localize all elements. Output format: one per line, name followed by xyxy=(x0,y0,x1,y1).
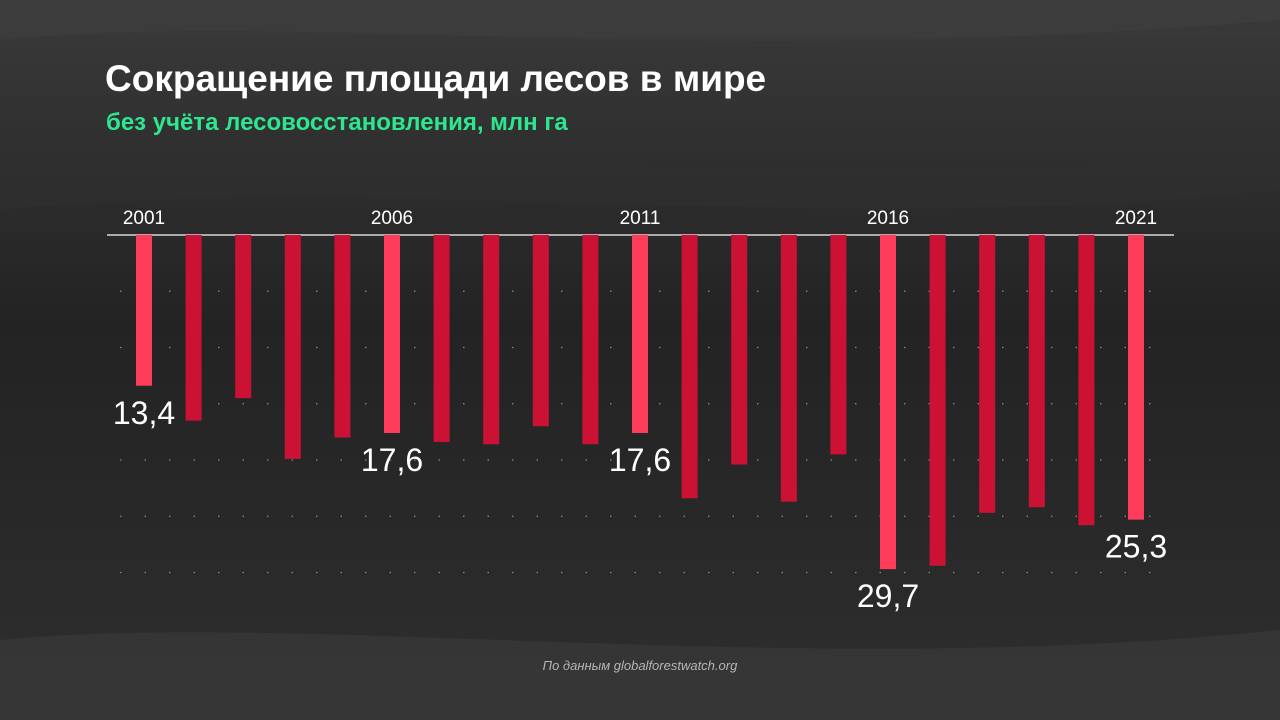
bar-2005 xyxy=(334,235,351,438)
bar-2004 xyxy=(284,235,301,459)
x-tick-label: 2006 xyxy=(371,208,413,229)
data-label-2011: 17,6 xyxy=(609,442,671,478)
bar-2016 xyxy=(880,235,896,570)
bar-2015 xyxy=(830,235,847,455)
bar-2008 xyxy=(483,235,500,445)
data-label-2016: 29,7 xyxy=(857,578,919,614)
bar-2010 xyxy=(582,235,599,445)
chart-title: Сокращение площади лесов в мире xyxy=(105,58,767,99)
bars-group xyxy=(136,235,1144,570)
data-label-2001: 13,4 xyxy=(113,395,175,431)
bar-2019 xyxy=(1028,235,1045,508)
bar-2001 xyxy=(136,235,152,386)
bar-2009 xyxy=(532,235,549,427)
bar-2002 xyxy=(185,235,202,421)
data-labels: 13,4 17,6 17,6 29,7 25,3 xyxy=(113,395,1167,614)
bar-2018 xyxy=(979,235,996,513)
bar-2014 xyxy=(780,235,797,502)
x-tick-label: 2021 xyxy=(1115,208,1157,229)
x-tick-label: 2001 xyxy=(123,208,165,229)
bar-2007 xyxy=(433,235,450,442)
x-tick-labels: 2001 2006 2011 2016 2021 xyxy=(123,208,1157,229)
chart-subtitle: без учёта лесовосстановления, млн га xyxy=(106,109,568,136)
bar-2003 xyxy=(235,235,252,399)
x-tick-label: 2011 xyxy=(620,208,661,229)
bar-2013 xyxy=(731,235,748,465)
source-note: По данным globalforestwatch.org xyxy=(542,658,738,673)
bar-2011 xyxy=(632,235,648,433)
data-label-2006: 17,6 xyxy=(361,442,423,478)
bar-2021 xyxy=(1128,235,1144,520)
bar-2006 xyxy=(384,235,400,433)
bar-2020 xyxy=(1078,235,1095,526)
bar-2012 xyxy=(681,235,698,499)
data-label-2021: 25,3 xyxy=(1105,529,1167,565)
x-tick-label: 2016 xyxy=(867,208,909,229)
bar-2017 xyxy=(929,235,946,566)
